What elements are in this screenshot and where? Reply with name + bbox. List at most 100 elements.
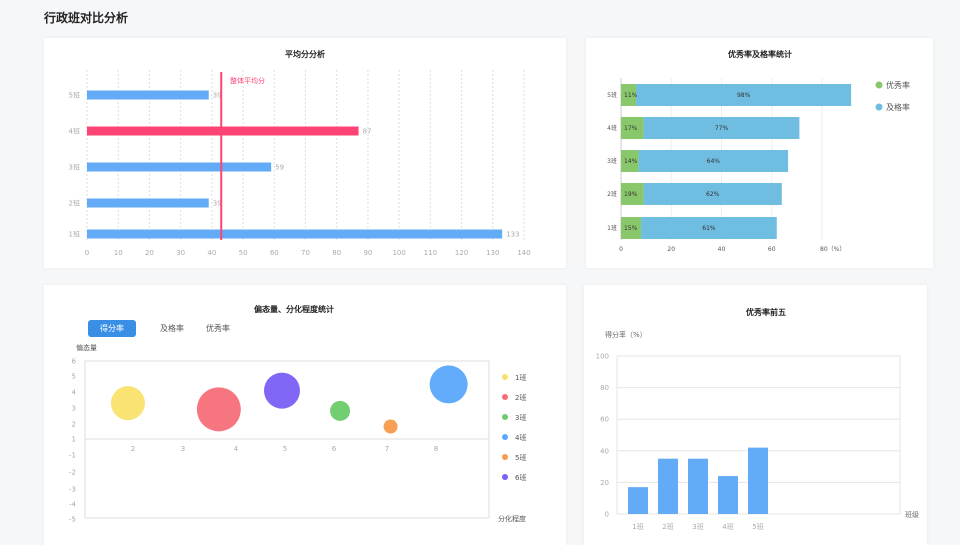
tab-excellent-rate[interactable]: 优秀率 — [206, 324, 230, 333]
pass-bar — [643, 183, 782, 205]
legend-dot — [502, 474, 508, 480]
data-label: 87 — [363, 128, 372, 136]
excellent-label: 15% — [624, 225, 638, 232]
tab-pass-rate[interactable]: 及格率 — [160, 324, 184, 333]
chart-title: 平均分分析 — [285, 49, 325, 59]
legend-label: 2班 — [515, 393, 526, 402]
y-axis-label: 得分率（%） — [605, 330, 647, 339]
x-tick-label: 80（%） — [820, 246, 845, 253]
excellent-label: 17% — [624, 125, 638, 132]
x-tick-label: 2班 — [662, 522, 673, 531]
excellent-bar — [621, 117, 644, 139]
y-tick-label: -3 — [69, 486, 76, 494]
y-tick-label: 3 — [72, 405, 76, 413]
y-tick-label: 80 — [600, 384, 609, 392]
bar — [87, 162, 272, 172]
legend-label: 3班 — [515, 413, 526, 422]
y-tick-label: 1班 — [69, 230, 80, 239]
y-tick-label: 2班 — [607, 190, 617, 198]
tab-score-rate[interactable]: 得分率 — [88, 320, 136, 337]
legend-dot — [875, 103, 883, 111]
excellent-label: 14% — [624, 158, 638, 165]
pass-label: 64% — [707, 158, 721, 165]
y-tick-label: 5班 — [69, 91, 80, 100]
pass-label: 61% — [702, 225, 716, 232]
y-axis-label: 偏态量 — [76, 343, 97, 352]
pass-label: 77% — [715, 125, 729, 132]
data-label: 39 — [213, 92, 222, 100]
x-tick-label: 3班 — [692, 522, 703, 531]
y-tick-label: 5班 — [607, 91, 617, 99]
y-tick-label: 1班 — [607, 224, 617, 232]
x-tick-label: 80 — [332, 249, 341, 257]
x-tick-label: 6 — [332, 445, 337, 453]
x-tick-label: 5 — [283, 445, 287, 453]
y-tick-label: 0 — [605, 511, 609, 519]
x-tick-label: 3 — [181, 445, 185, 453]
pass-bar — [643, 117, 800, 139]
x-tick-label: 20 — [667, 246, 675, 253]
y-tick-label: 1 — [72, 436, 76, 444]
y-tick-label: 2 — [72, 421, 76, 429]
legend-dot — [502, 374, 508, 380]
chart-title: 偏态量、分化程度统计 — [254, 304, 334, 314]
page-title: 行政班对比分析 — [44, 11, 129, 25]
x-axis-label: 分化程度 — [498, 514, 526, 523]
bar — [718, 476, 738, 514]
x-tick-label: 70 — [301, 249, 310, 257]
y-tick-label: 4 — [72, 389, 77, 397]
bar — [87, 198, 209, 208]
x-tick-label: 0 — [85, 249, 89, 257]
x-tick-label: 40 — [718, 246, 726, 253]
x-tick-label: 4班 — [722, 522, 733, 531]
legend-dot — [875, 81, 883, 89]
x-tick-label: 120 — [455, 249, 468, 257]
pass-bar — [638, 150, 789, 172]
legend-label: 1班 — [515, 373, 526, 382]
legend-label: 5班 — [515, 453, 526, 462]
excellent-bar — [621, 183, 644, 205]
excellent-label: 11% — [624, 92, 638, 99]
average-line-label: 整体平均分 — [230, 76, 265, 85]
bubble — [383, 419, 398, 434]
y-tick-label: -5 — [69, 516, 76, 524]
x-tick-label: 50 — [239, 249, 248, 257]
pass-bar — [641, 217, 777, 239]
bar — [628, 487, 648, 514]
x-tick-label: 40 — [207, 249, 216, 257]
y-tick-label: 60 — [600, 416, 609, 424]
legend-label: 6班 — [515, 473, 526, 482]
bubble — [196, 387, 241, 432]
y-tick-label: 6 — [72, 358, 77, 366]
y-tick-label: -1 — [69, 452, 76, 460]
chart-title: 优秀率及格率统计 — [728, 49, 792, 59]
excellent-bar — [621, 84, 637, 106]
x-tick-label: 110 — [424, 249, 437, 257]
excellent-bar — [621, 150, 639, 172]
y-tick-label: 3班 — [607, 157, 617, 165]
y-tick-label: -2 — [69, 469, 76, 477]
x-tick-label: 2 — [131, 445, 135, 453]
bubble — [110, 386, 145, 421]
y-tick-label: 4班 — [69, 127, 80, 136]
bar — [87, 90, 209, 100]
legend-dot — [502, 394, 508, 400]
chart-title: 优秀率前五 — [746, 307, 786, 317]
pass-label: 62% — [706, 191, 720, 198]
y-tick-label: -4 — [69, 501, 77, 509]
x-tick-label: 1班 — [632, 522, 643, 531]
y-tick-label: 3班 — [69, 163, 80, 172]
bar — [688, 458, 708, 514]
x-tick-label: 90 — [363, 249, 372, 257]
x-tick-label: 0 — [619, 246, 623, 253]
bar — [87, 126, 359, 136]
x-tick-label: 60 — [270, 249, 279, 257]
legend-label: 优秀率 — [886, 80, 910, 90]
bar — [658, 458, 678, 514]
legend-dot — [502, 454, 508, 460]
y-tick-label: 20 — [600, 479, 609, 487]
x-tick-label: 8 — [434, 445, 438, 453]
x-tick-label: 5班 — [752, 522, 763, 531]
legend-dot — [502, 414, 508, 420]
